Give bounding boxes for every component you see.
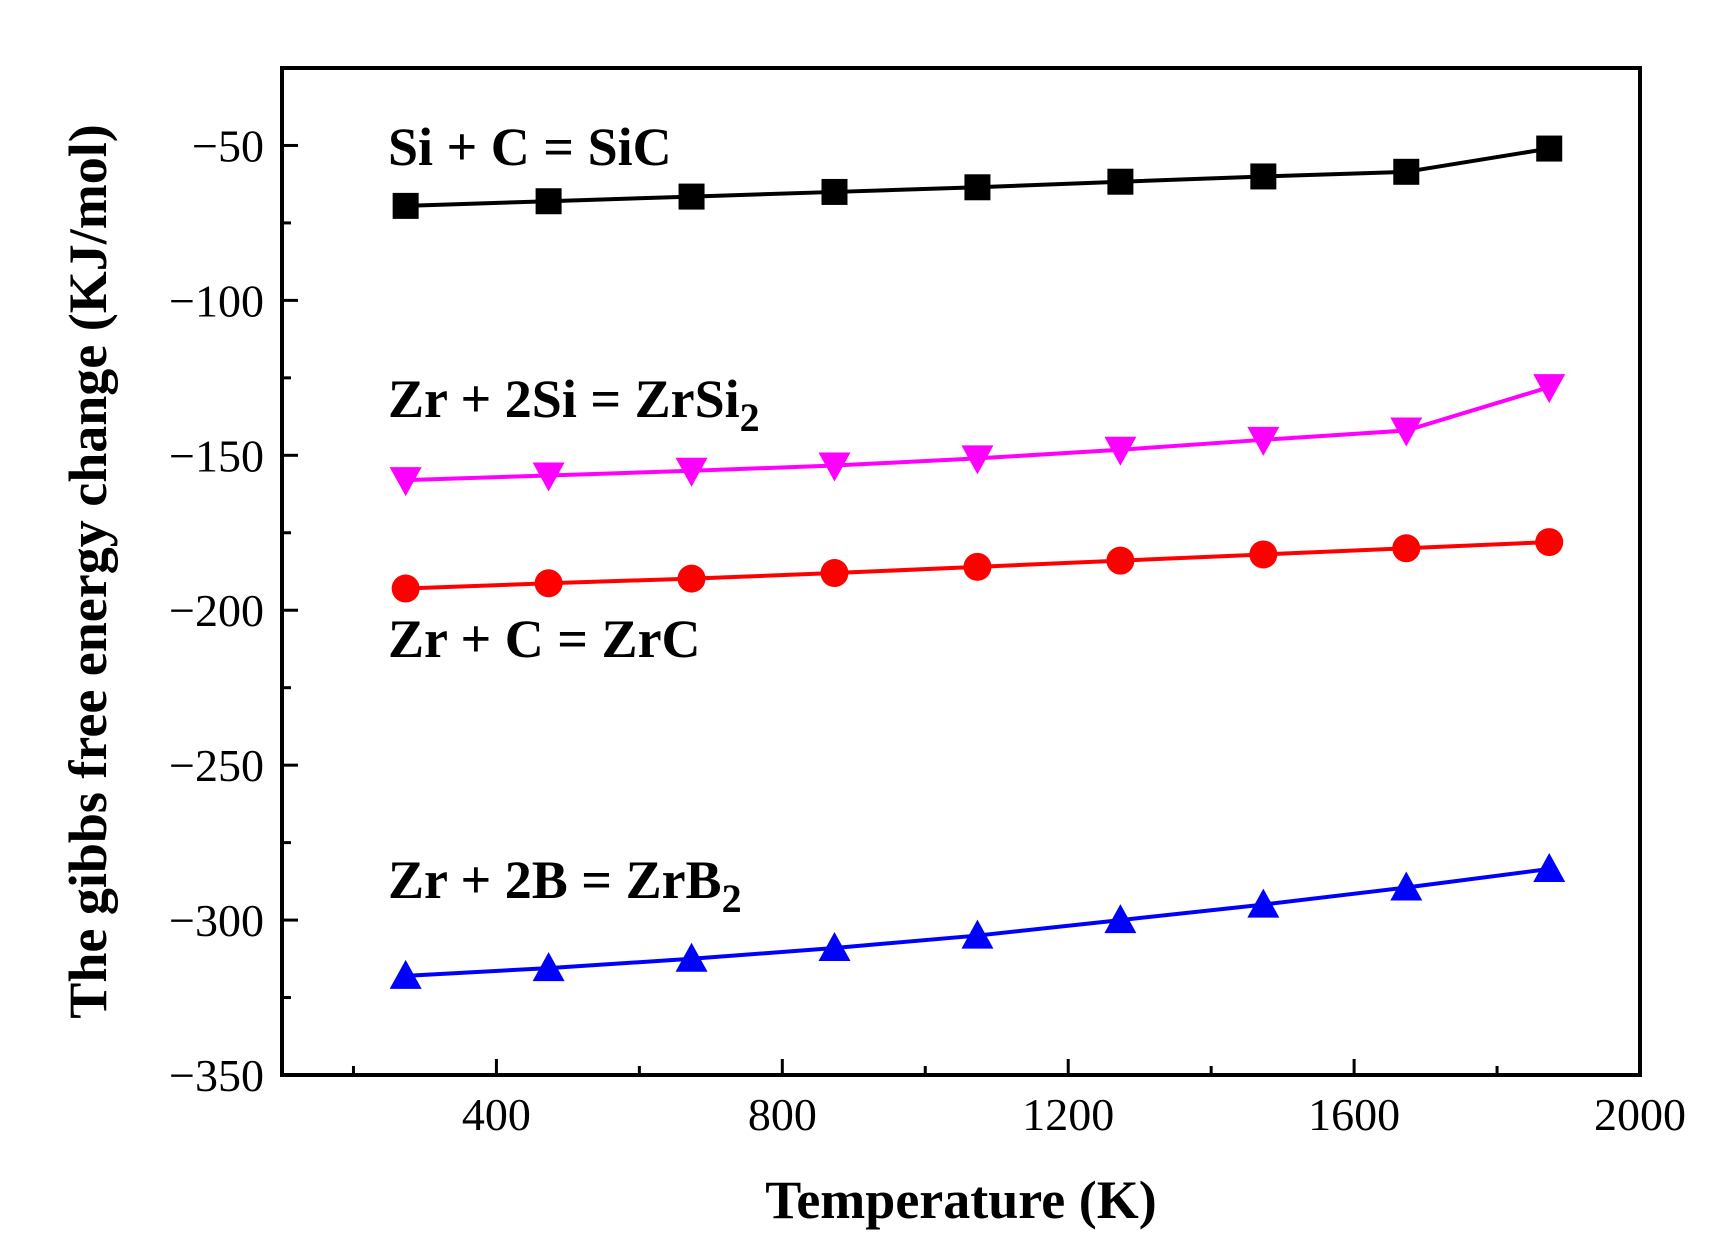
data-point bbox=[392, 192, 419, 219]
series-label-main: Zr + C = ZrC bbox=[388, 609, 701, 669]
data-point bbox=[818, 931, 851, 961]
data-point bbox=[391, 574, 420, 603]
x-tick-label: 1600 bbox=[1308, 1089, 1400, 1140]
series-label: Si + C = SiC bbox=[388, 117, 672, 177]
series-label: Zr + C = ZrC bbox=[388, 609, 701, 669]
data-point bbox=[1247, 426, 1280, 456]
ticks-layer: 400 800 1200 1600 2000 −50 −100 −150 −200 −250 −30… bbox=[169, 120, 1686, 1140]
data-point bbox=[532, 462, 565, 492]
data-point bbox=[1104, 904, 1137, 934]
data-point bbox=[1535, 528, 1564, 557]
plot-frame bbox=[280, 66, 1642, 1077]
data-point bbox=[820, 559, 849, 588]
data-point bbox=[1533, 374, 1566, 404]
data-point bbox=[535, 188, 562, 215]
y-tick-label: −250 bbox=[169, 740, 264, 791]
data-point bbox=[677, 564, 706, 593]
data-point bbox=[963, 552, 992, 581]
series-label: Zr + 2Si = ZrSi2 bbox=[388, 369, 760, 440]
x-tick-label: 2000 bbox=[1594, 1089, 1686, 1140]
data-point bbox=[961, 445, 994, 475]
y-tick-label: −300 bbox=[169, 895, 264, 946]
data-point bbox=[534, 569, 563, 598]
series-1 bbox=[389, 374, 1566, 497]
data-point bbox=[1107, 168, 1134, 195]
data-point bbox=[678, 183, 705, 210]
data-point bbox=[1106, 546, 1135, 575]
data-point bbox=[1392, 534, 1421, 563]
series-label-main: Zr + 2B = ZrB bbox=[388, 850, 722, 910]
series-0 bbox=[392, 135, 1563, 219]
data-point bbox=[961, 919, 994, 949]
data-point bbox=[532, 952, 565, 982]
series-label-main: Si + C = SiC bbox=[388, 117, 672, 177]
series-label-subscript: 2 bbox=[740, 395, 760, 440]
data-point bbox=[1390, 417, 1423, 447]
x-tick-label: 400 bbox=[462, 1089, 531, 1140]
y-tick-label: −150 bbox=[169, 430, 264, 481]
series-2 bbox=[391, 528, 1564, 603]
data-point bbox=[1250, 163, 1277, 190]
data-point bbox=[1393, 158, 1420, 185]
data-point bbox=[1104, 436, 1137, 466]
y-tick-label: −350 bbox=[169, 1050, 264, 1101]
data-point bbox=[389, 959, 422, 989]
data-point bbox=[1249, 540, 1278, 569]
data-point bbox=[964, 174, 991, 201]
data-point bbox=[1536, 135, 1563, 162]
series-3 bbox=[389, 852, 1566, 989]
data-point bbox=[1247, 888, 1280, 918]
y-tick-label: −200 bbox=[169, 585, 264, 636]
series-label-subscript: 2 bbox=[722, 876, 742, 921]
data-point bbox=[675, 457, 708, 487]
series-layer bbox=[389, 135, 1566, 989]
data-point bbox=[1390, 871, 1423, 901]
x-axis-title: Temperature (K) bbox=[765, 1170, 1156, 1230]
series-label: Zr + 2B = ZrB2 bbox=[388, 850, 742, 921]
x-tick-label: 800 bbox=[748, 1089, 817, 1140]
x-tick-label: 1200 bbox=[1022, 1089, 1114, 1140]
series-label-main: Zr + 2Si = ZrSi bbox=[388, 369, 740, 429]
data-point bbox=[675, 942, 708, 972]
data-point bbox=[821, 178, 848, 205]
y-tick-label: −100 bbox=[169, 275, 264, 326]
data-point bbox=[389, 467, 422, 497]
data-point bbox=[818, 452, 851, 482]
data-point bbox=[1533, 852, 1566, 882]
y-tick-label: −50 bbox=[192, 120, 264, 171]
y-axis-title: The gibbs free energy change (KJ/mol) bbox=[58, 124, 118, 1018]
